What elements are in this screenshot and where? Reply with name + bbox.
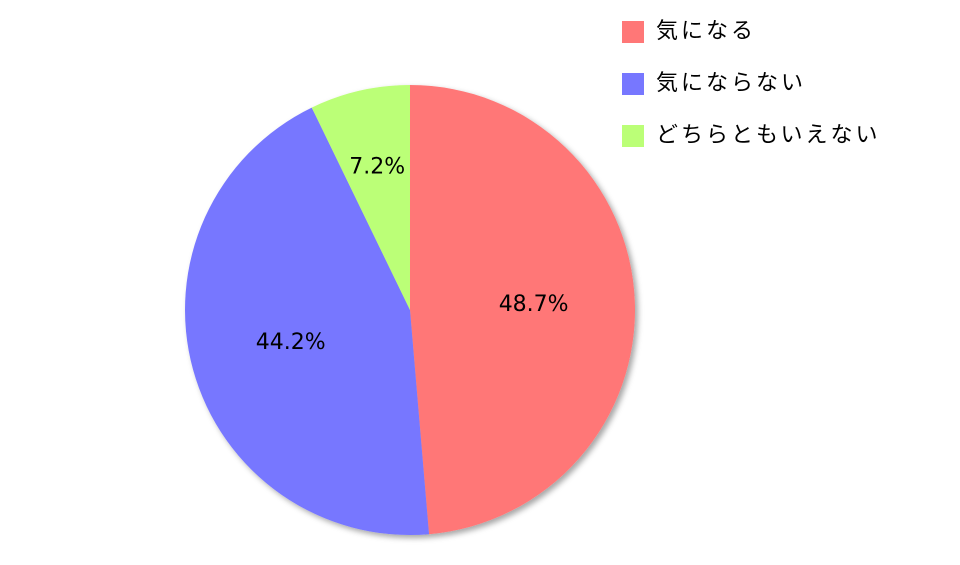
labels: 48.7% 44.2% 7.2%	[256, 154, 569, 354]
value-label: 48.7%	[499, 292, 569, 317]
value-label: 7.2%	[349, 154, 405, 179]
value-label: 44.2%	[256, 330, 326, 355]
legend-swatch	[622, 21, 644, 43]
pie-slice	[184, 107, 430, 536]
pie-slice	[410, 85, 636, 535]
legend-swatch	[622, 125, 644, 147]
legend-label: 気になる	[656, 19, 756, 44]
pie-slice	[311, 85, 410, 310]
pie	[184, 85, 636, 536]
legend-label: どちらともいえない	[656, 123, 881, 148]
legend-label: 気にならない	[656, 71, 806, 96]
legend-swatch	[622, 73, 644, 95]
